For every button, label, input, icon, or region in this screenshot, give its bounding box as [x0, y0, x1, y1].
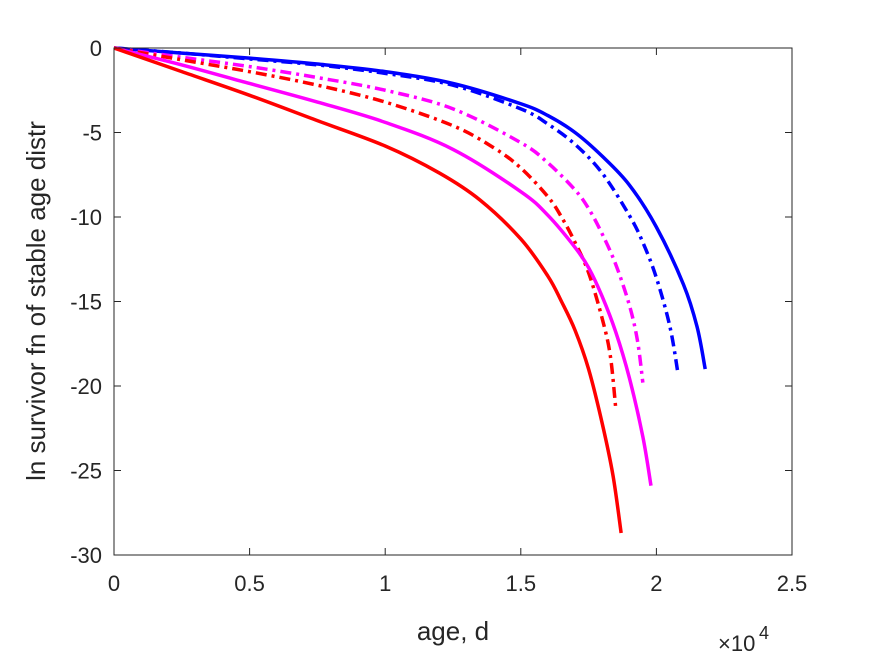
- y-tick-label: -10: [70, 205, 102, 230]
- y-tick-label: -15: [70, 290, 102, 315]
- x-multiplier-label: ×10: [718, 631, 755, 656]
- series-line-3: [113, 46, 645, 383]
- x-tick-label: 0.5: [234, 571, 265, 596]
- y-tick-label: -20: [70, 374, 102, 399]
- x-axis-label: age, d: [417, 616, 489, 646]
- plot-background: [114, 48, 792, 555]
- series-line-2: [113, 46, 680, 375]
- y-tick-label: 0: [90, 36, 102, 61]
- tick-labels-layer: 0 0.5 1 1.5 2 2.5 0 -5 -10 -15 -20 -25 -30: [70, 36, 807, 596]
- y-tick-label: -25: [70, 459, 102, 484]
- ticks-layer: [113, 47, 793, 556]
- x-multiplier-exponent: 4: [759, 623, 769, 643]
- y-axis-label: ln survivor fn of stable age distr: [21, 121, 51, 481]
- series-line-4: [113, 46, 618, 409]
- series-line-5: [113, 46, 653, 486]
- series-line-6: [113, 46, 623, 534]
- y-tick-label: -5: [82, 121, 102, 146]
- x-tick-label: 2.5: [777, 571, 808, 596]
- series-layer: [113, 46, 707, 534]
- x-tick-label: 0: [108, 571, 120, 596]
- x-tick-label: 1.5: [506, 571, 537, 596]
- x-tick-label: 2: [650, 571, 662, 596]
- x-tick-label: 1: [379, 571, 391, 596]
- y-tick-label: -30: [70, 543, 102, 568]
